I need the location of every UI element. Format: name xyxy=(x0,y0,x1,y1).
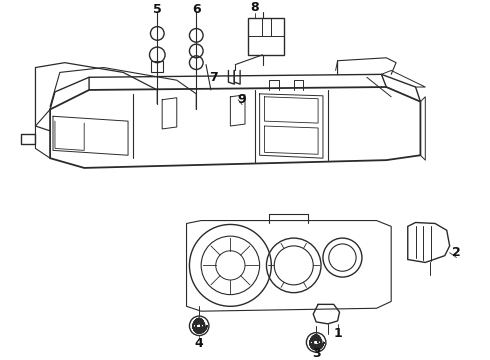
Text: 6: 6 xyxy=(192,3,200,15)
Text: 4: 4 xyxy=(195,337,203,350)
Text: 8: 8 xyxy=(250,1,259,14)
Text: 7: 7 xyxy=(209,71,218,84)
Text: 9: 9 xyxy=(238,93,246,106)
Text: 3: 3 xyxy=(312,347,320,360)
Text: 5: 5 xyxy=(153,3,162,15)
Text: 2: 2 xyxy=(452,246,461,259)
Text: 1: 1 xyxy=(333,327,342,340)
